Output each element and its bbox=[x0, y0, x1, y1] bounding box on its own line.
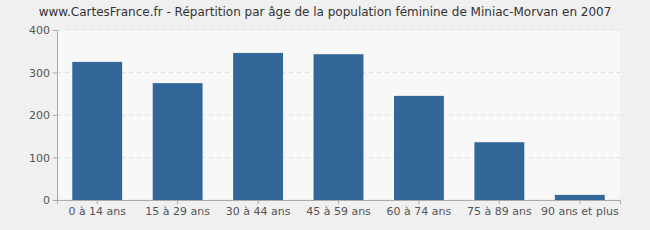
tick-mark bbox=[53, 158, 57, 159]
tick-label: 300 bbox=[29, 67, 50, 80]
tick-mark bbox=[579, 200, 580, 204]
tick-label: 0 bbox=[43, 194, 50, 207]
tick-label: 45 à 59 ans bbox=[306, 205, 371, 218]
tick: 90 ans et plus bbox=[541, 200, 619, 218]
tick-label: 75 à 89 ans bbox=[467, 205, 532, 218]
tick-mark bbox=[258, 200, 259, 204]
bar bbox=[314, 54, 364, 200]
tick-label: 400 bbox=[29, 24, 50, 37]
title: www.CartesFrance.fr - Répartition par âg… bbox=[39, 5, 612, 19]
tick: 75 à 89 ans bbox=[467, 200, 532, 218]
plot-area bbox=[57, 30, 620, 200]
axis-line bbox=[53, 31, 58, 201]
bar bbox=[394, 96, 444, 200]
grid-line bbox=[57, 30, 620, 31]
tick-mark bbox=[338, 200, 339, 204]
tick: 300 bbox=[29, 67, 57, 80]
tick-mark bbox=[53, 115, 57, 116]
tick-label: 60 à 74 ans bbox=[387, 205, 452, 218]
tick-mark bbox=[53, 73, 57, 74]
bars bbox=[72, 53, 604, 200]
tick-mark bbox=[177, 200, 178, 204]
tick-label: 200 bbox=[29, 109, 50, 122]
tick: 400 bbox=[29, 24, 57, 37]
tick-label: 30 à 44 ans bbox=[226, 205, 291, 218]
bar bbox=[474, 142, 524, 200]
tick-label: 15 à 29 ans bbox=[145, 205, 210, 218]
tick: 45 à 59 ans bbox=[306, 200, 371, 218]
tick-label: 90 ans et plus bbox=[541, 205, 619, 218]
bar bbox=[72, 62, 122, 200]
tick: 200 bbox=[29, 109, 57, 122]
tick: 100 bbox=[29, 152, 57, 165]
tick: 0 bbox=[43, 194, 57, 207]
bar bbox=[555, 195, 605, 200]
tick: 30 à 44 ans bbox=[226, 200, 291, 218]
y-axis: 0 100 200 300 400 bbox=[29, 24, 58, 207]
tick-mark bbox=[418, 200, 419, 204]
tick-label: 0 à 14 ans bbox=[68, 205, 126, 218]
tick: 60 à 74 ans bbox=[387, 200, 452, 218]
bar bbox=[233, 53, 283, 200]
tick-mark bbox=[53, 30, 57, 31]
x-axis: 0 à 14 ans 15 à 29 ans 30 à 44 ans 45 à 59 … bbox=[58, 200, 621, 218]
tick-mark bbox=[97, 200, 98, 204]
tick-mark bbox=[53, 200, 57, 201]
chart: www.CartesFrance.fr - Répartition par âg… bbox=[0, 0, 650, 230]
tick: 0 à 14 ans bbox=[68, 200, 126, 218]
bar bbox=[153, 83, 203, 200]
tick: 15 à 29 ans bbox=[145, 200, 210, 218]
tick-mark bbox=[499, 200, 500, 204]
tick-label: 100 bbox=[29, 152, 50, 165]
axis-line bbox=[58, 201, 621, 205]
background bbox=[0, 0, 650, 230]
